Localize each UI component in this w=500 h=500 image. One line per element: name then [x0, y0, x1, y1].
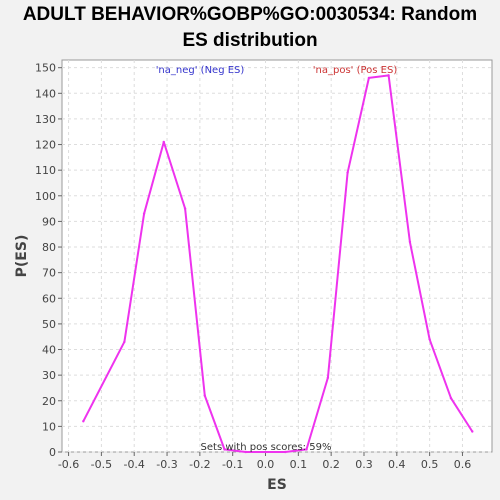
legend-pos-label: 'na_pos' (Pos ES) — [313, 65, 398, 76]
y-tick-label: 20 — [42, 395, 56, 408]
chart-title-line-2: ES distribution — [182, 30, 318, 51]
x-axis-ticks: -0.6 -0.5 -0.4 -0.3 -0.2 -0.1 0.0 0.1 0.2 0.3 0.4 0… — [58, 452, 471, 471]
y-tick-label: 40 — [42, 344, 56, 357]
y-tick-label: 50 — [42, 318, 56, 331]
y-tick-label: 110 — [35, 164, 56, 177]
data-point — [428, 338, 431, 341]
y-tick-label: 60 — [42, 292, 56, 305]
data-point — [244, 450, 248, 454]
data-point — [284, 450, 287, 454]
y-tick-label: 70 — [42, 267, 56, 280]
x-tick-label: 0.1 — [290, 458, 308, 471]
legend-neg-label: 'na_neg' (Neg ES) — [156, 65, 245, 76]
y-tick-label: 10 — [42, 420, 56, 433]
y-tick-label: 130 — [35, 113, 56, 126]
x-tick-label: -0.6 — [58, 458, 79, 471]
data-point — [305, 448, 308, 451]
data-point — [82, 420, 85, 423]
data-point — [142, 212, 146, 215]
data-point — [264, 450, 267, 454]
chart-title-line-1: ADULT BEHAVIOR%GOBP%GO:0030534: Random — [22, 4, 478, 25]
x-tick-label: -0.3 — [156, 458, 177, 471]
y-tick-label: 150 — [35, 62, 56, 75]
x-tick-label: -0.1 — [222, 458, 243, 471]
y-tick-label: 120 — [35, 139, 56, 152]
x-tick-label: 0.5 — [421, 458, 439, 471]
data-point — [471, 430, 474, 433]
x-tick-label: 0.2 — [322, 458, 340, 471]
data-point — [367, 76, 371, 80]
data-point — [408, 240, 412, 244]
x-axis-label: ES — [267, 477, 287, 493]
series-layer — [82, 74, 474, 454]
y-tick-label: 80 — [42, 241, 56, 254]
x-tick-label: -0.5 — [91, 458, 112, 471]
x-tick-label: 0.4 — [388, 458, 406, 471]
x-tick-label: -0.2 — [189, 458, 210, 471]
data-point — [123, 340, 126, 344]
plot-area — [61, 59, 493, 453]
y-tick-label: 0 — [49, 446, 56, 459]
pos-score-annotation: Sets with pos scores: 59% — [201, 442, 332, 453]
x-tick-label: 0.0 — [257, 458, 275, 471]
y-tick-label: 30 — [42, 369, 56, 382]
data-point — [223, 448, 226, 451]
data-point — [203, 394, 206, 397]
y-axis-label: P(ES) — [14, 235, 30, 278]
data-point — [449, 396, 453, 400]
x-tick-label: -0.4 — [123, 458, 144, 471]
chart-title: ADULT BEHAVIOR%GOBP%GO:0030534: Random E… — [0, 2, 500, 54]
data-point — [346, 171, 349, 174]
y-tick-label: 90 — [42, 215, 56, 228]
data-point — [183, 207, 187, 210]
data-point — [326, 376, 330, 379]
y-tick-label: 100 — [35, 190, 56, 203]
x-tick-label: 0.3 — [355, 458, 373, 471]
y-axis-ticks: 0 10 20 30 40 50 60 70 80 90 100 110 120 130 140 150 — [35, 62, 62, 459]
data-point — [162, 140, 165, 144]
data-point — [387, 74, 390, 77]
y-tick-label: 140 — [35, 87, 56, 100]
x-tick-label: 0.6 — [454, 458, 472, 471]
